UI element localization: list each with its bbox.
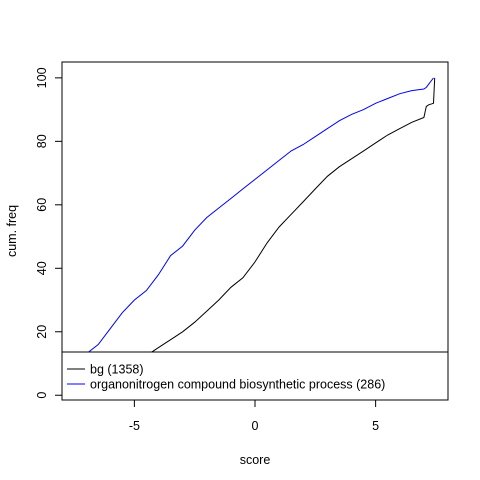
x-axis: -5 0 5 [129,400,379,433]
y-axis: 0 20 40 60 80 100 [35,67,62,399]
plot-frame [61,61,449,401]
legend: bg (1358)organonitrogen compound biosynt… [61,351,449,401]
y-tick-label: 0 [35,392,49,399]
y-tick-label: 100 [35,67,49,88]
legend-label-0: bg (1358) [90,363,144,377]
y-tick-label: 40 [35,261,49,275]
x-tick-label: 0 [252,419,259,433]
series-line-1 [62,77,434,377]
y-axis-label: cum. freq [5,205,19,257]
x-tick-label: -5 [129,419,140,433]
y-tick-label: 20 [35,325,49,339]
legend-box [61,351,449,401]
series-line-0 [62,77,436,396]
plot-lines [62,77,436,396]
y-tick-label: 80 [35,134,49,148]
y-tick-label: 60 [35,198,49,212]
x-tick-label: 5 [372,419,379,433]
legend-label-1: organonitrogen compound biosynthetic pro… [90,378,385,392]
x-axis-label: score [240,453,271,467]
